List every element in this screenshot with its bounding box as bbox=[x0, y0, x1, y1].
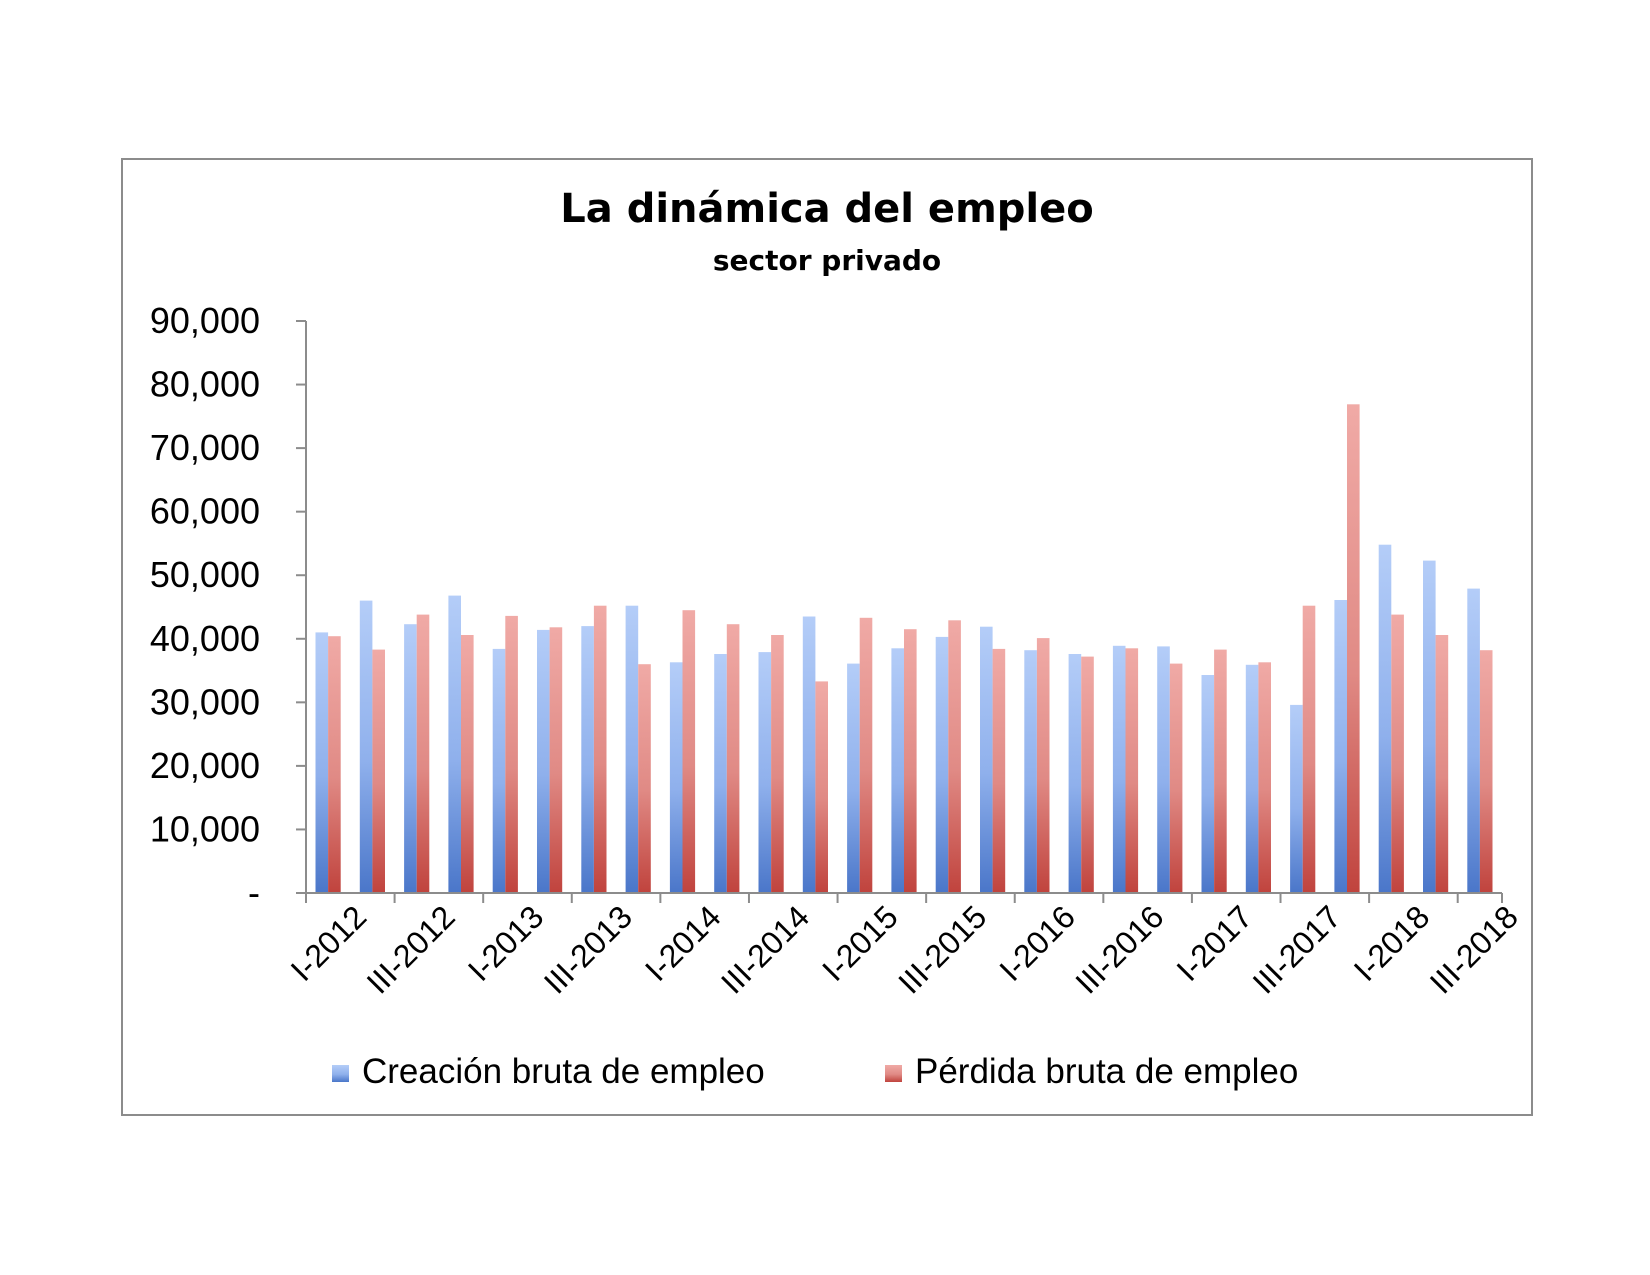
bar-perdida-III-2015 bbox=[948, 620, 961, 893]
bar-creacion-I-2012 bbox=[315, 632, 329, 893]
bar-perdida-IV-2013 bbox=[638, 664, 651, 893]
y-tick-label: - bbox=[248, 872, 260, 913]
bar-creacion-II-2015 bbox=[891, 648, 904, 893]
y-tick-label: 80,000 bbox=[150, 364, 260, 405]
bar-creacion-III-2015 bbox=[935, 636, 949, 893]
bar-perdida-III-2018 bbox=[1479, 650, 1493, 893]
bar-perdida-IV-2017 bbox=[1347, 404, 1360, 893]
bar-perdida-I-2013 bbox=[505, 615, 518, 893]
bar-perdida-IV-2012 bbox=[461, 635, 474, 893]
bar-perdida-I-2018 bbox=[1391, 614, 1404, 893]
bar-perdida-III-2016 bbox=[1125, 648, 1139, 893]
bar-perdida-II-2012 bbox=[372, 649, 385, 893]
bar-creacion-IV-2017 bbox=[1334, 600, 1347, 893]
bar-perdida-IV-2014 bbox=[815, 681, 828, 893]
chart-subtitle: sector privado bbox=[713, 244, 941, 277]
bar-creacion-III-2017 bbox=[1290, 704, 1303, 893]
bar-creacion-IV-2014 bbox=[802, 616, 816, 893]
x-tick-label: III-2015 bbox=[891, 898, 993, 1000]
bar-creacion-II-2014 bbox=[714, 654, 727, 893]
y-tick-label: 10,000 bbox=[150, 808, 260, 849]
legend-label: Pérdida bruta de empleo bbox=[915, 1052, 1298, 1091]
bar-perdida-II-2018 bbox=[1435, 635, 1449, 893]
legend-label: Creación bruta de empleo bbox=[362, 1052, 765, 1091]
bar-perdida-III-2012 bbox=[416, 614, 430, 893]
bar-perdida-II-2017 bbox=[1258, 662, 1271, 893]
bar-creacion-II-2012 bbox=[359, 600, 373, 893]
bar-perdida-I-2014 bbox=[682, 610, 696, 893]
bar-creacion-III-2014 bbox=[758, 652, 772, 893]
bar-perdida-IV-2015 bbox=[992, 648, 1006, 893]
plot-area: - 10,000 20,000 30,000 40,000 50,000 60,000 70,… bbox=[150, 300, 1525, 1091]
bar-creacion-III-2018 bbox=[1467, 588, 1480, 893]
bar-perdida-IV-2016 bbox=[1169, 663, 1183, 893]
bar-creacion-I-2015 bbox=[847, 663, 860, 893]
bar-creacion-I-2018 bbox=[1378, 544, 1392, 893]
bar-perdida-III-2014 bbox=[771, 635, 784, 893]
bar-perdida-II-2015 bbox=[904, 629, 917, 893]
bar-perdida-I-2012 bbox=[328, 636, 341, 893]
y-tick-label: 30,000 bbox=[150, 681, 260, 722]
x-tick-label: III-2018 bbox=[1423, 898, 1525, 1000]
x-tick-label: III-2017 bbox=[1246, 898, 1348, 1000]
chart-frame bbox=[121, 158, 1533, 1116]
bar-creacion-I-2014 bbox=[669, 662, 683, 893]
bar-creacion-IV-2015 bbox=[980, 626, 993, 893]
x-tick-label: III-2014 bbox=[714, 898, 816, 1000]
bar-creacion-I-2013 bbox=[492, 648, 506, 893]
bar-creacion-II-2016 bbox=[1068, 654, 1082, 893]
bar-perdida-I-2017 bbox=[1214, 649, 1227, 893]
legend-swatch bbox=[332, 1065, 349, 1082]
bar-creacion-IV-2016 bbox=[1157, 646, 1170, 893]
bar-perdida-II-2013 bbox=[549, 627, 563, 893]
bar-creacion-IV-2012 bbox=[448, 595, 461, 893]
bar-creacion-III-2013 bbox=[581, 626, 594, 893]
bar-creacion-I-2017 bbox=[1201, 675, 1215, 893]
x-tick-label: III-2013 bbox=[537, 898, 639, 1000]
y-tick-label: 70,000 bbox=[150, 427, 260, 468]
bar-perdida-III-2017 bbox=[1302, 605, 1316, 893]
bar-creacion-IV-2013 bbox=[625, 605, 639, 893]
y-tick-label: 40,000 bbox=[150, 618, 260, 659]
y-tick-label: 60,000 bbox=[150, 491, 260, 532]
bar-perdida-I-2016 bbox=[1036, 638, 1050, 893]
y-tick-label: 90,000 bbox=[150, 300, 260, 341]
bar-creacion-II-2018 bbox=[1423, 560, 1436, 893]
bar-creacion-III-2016 bbox=[1112, 645, 1126, 893]
bar-perdida-III-2013 bbox=[593, 605, 607, 893]
bar-perdida-II-2016 bbox=[1081, 656, 1094, 893]
x-tick-label: III-2016 bbox=[1068, 898, 1170, 1000]
bar-creacion-II-2017 bbox=[1245, 664, 1259, 893]
y-tick-label: 50,000 bbox=[150, 554, 260, 595]
bar-perdida-I-2015 bbox=[859, 617, 873, 893]
chart-title: La dinámica del empleo bbox=[560, 186, 1093, 232]
x-tick-label: III-2012 bbox=[360, 898, 462, 1000]
bar-creacion-II-2013 bbox=[537, 629, 550, 893]
y-tick-label: 20,000 bbox=[150, 745, 260, 786]
bar-creacion-I-2016 bbox=[1024, 650, 1037, 893]
legend-swatch bbox=[885, 1065, 902, 1082]
bar-perdida-II-2014 bbox=[726, 624, 740, 893]
bar-creacion-III-2012 bbox=[404, 624, 417, 893]
